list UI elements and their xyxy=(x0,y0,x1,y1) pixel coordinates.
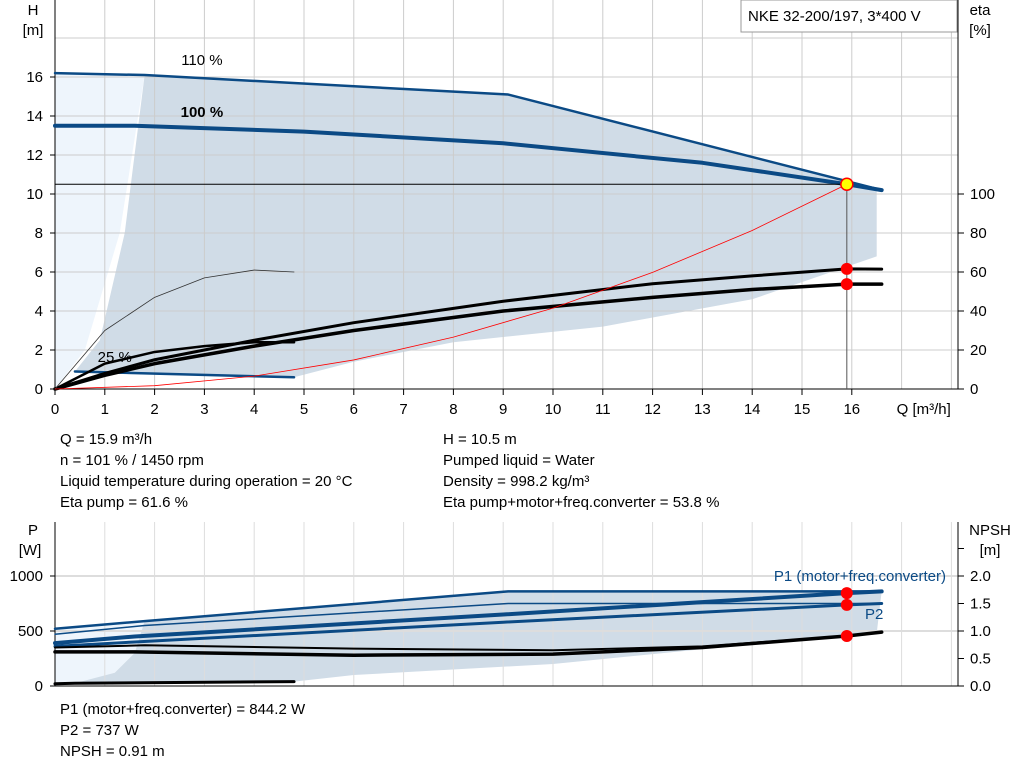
y-axis-label-power: P xyxy=(28,522,38,539)
label-25: 25 % xyxy=(98,349,132,366)
x-tick-label: 13 xyxy=(694,401,711,418)
y2-tick-label: 40 xyxy=(970,303,987,320)
p2-point xyxy=(840,598,853,611)
p1-curve-110 xyxy=(53,590,883,631)
info-temperature: Liquid temperature during operation = 20… xyxy=(60,473,353,490)
y-tick-label-power: 500 xyxy=(18,623,43,640)
y-tick-label: 4 xyxy=(35,303,43,320)
y2-tick-label: 100 xyxy=(970,186,995,203)
eta-total-point xyxy=(840,278,853,291)
info-bottom: P1 (motor+freq.converter) = 844.2 W P2 =… xyxy=(60,699,305,762)
low-flow-region xyxy=(55,73,145,389)
x-tick-label: 14 xyxy=(744,401,761,418)
p1-curve xyxy=(53,589,884,646)
y2-tick-label-power: 0.0 xyxy=(970,678,991,695)
p2-curve xyxy=(53,602,884,648)
info-liquid: Pumped liquid = Water xyxy=(443,452,595,469)
x-tick-label: 15 xyxy=(794,401,811,418)
y2-tick-label: 20 xyxy=(970,342,987,359)
eta-pump-curve xyxy=(53,267,884,391)
eta-curve-min xyxy=(54,269,295,390)
npsh-point xyxy=(840,629,853,642)
y-tick-label: 14 xyxy=(26,108,43,125)
system-curve xyxy=(54,183,848,390)
y2-axis-unit: [%] xyxy=(969,22,991,39)
info-left: Q = 15.9 m³/h n = 101 % / 1450 rpm Liqui… xyxy=(60,429,352,513)
x-tick-label: 6 xyxy=(350,401,358,418)
y-axis-unit-power: [W] xyxy=(19,542,42,559)
info-right: H = 10.5 m Pumped liquid = Water Density… xyxy=(443,429,719,513)
eta-total-curve xyxy=(53,282,884,391)
info-density: Density = 998.2 kg/m³ xyxy=(443,473,590,490)
x-tick-label: 9 xyxy=(499,401,507,418)
x-tick-label: 1 xyxy=(101,401,109,418)
power-curve-25 xyxy=(53,680,296,686)
x-tick-label: 12 xyxy=(644,401,661,418)
y2-tick-label-power: 2.0 xyxy=(970,568,991,585)
x-axis-label: Q [m³/h] xyxy=(897,401,951,418)
y-axis-unit: [m] xyxy=(23,22,44,39)
x-tick-label: 16 xyxy=(843,401,860,418)
y-tick-label: 8 xyxy=(35,225,43,242)
y2-tick-label-power: 1.0 xyxy=(970,623,991,640)
y-tick-label: 10 xyxy=(26,186,43,203)
chart-title: NKE 32-200/197, 3*400 V xyxy=(748,8,921,25)
info-h: H = 10.5 m xyxy=(443,431,517,448)
y2-tick-label: 80 xyxy=(970,225,987,242)
x-tick-label: 2 xyxy=(150,401,158,418)
x-tick-label: 5 xyxy=(300,401,308,418)
y-tick-label-power: 1000 xyxy=(10,568,43,585)
y2-axis-label-power: NPSH xyxy=(969,522,1011,539)
y2-axis-label: eta xyxy=(970,2,992,19)
title-box xyxy=(740,0,958,33)
x-tick-label: 10 xyxy=(545,401,562,418)
x-tick-label: 0 xyxy=(51,401,59,418)
operating-range-region xyxy=(74,75,882,378)
eta-pump-point xyxy=(840,262,853,275)
y2-tick-label-power: 1.5 xyxy=(970,596,991,613)
p1-label: P1 (motor+freq.converter) xyxy=(774,568,946,585)
eta-curve-25 xyxy=(53,340,296,391)
y-tick-label: 6 xyxy=(35,264,43,281)
y-tick-label: 0 xyxy=(35,381,43,398)
x-tick-label: 11 xyxy=(595,401,611,418)
y-tick-label: 12 xyxy=(26,147,43,164)
y-tick-label: 2 xyxy=(35,342,43,359)
y2-tick-label-power: 0.5 xyxy=(970,651,991,668)
y-tick-label-power: 0 xyxy=(35,678,43,695)
info-npsh: NPSH = 0.91 m xyxy=(60,743,165,760)
info-eta-pump: Eta pump = 61.6 % xyxy=(60,494,188,511)
y2-tick-label: 0 xyxy=(970,381,978,398)
info-p1: P1 (motor+freq.converter) = 844.2 W xyxy=(60,701,306,718)
p2-label: P2 xyxy=(865,606,883,623)
head-curve-110 xyxy=(53,71,883,192)
y-tick-label: 16 xyxy=(26,69,43,86)
y2-axis-unit-power: [m] xyxy=(980,542,1001,559)
p1-point xyxy=(840,587,853,600)
x-tick-label: 4 xyxy=(250,401,258,418)
x-tick-label: 7 xyxy=(399,401,407,418)
info-speed: n = 101 % / 1450 rpm xyxy=(60,452,204,469)
duty-point xyxy=(840,177,854,191)
label-100: 100 % xyxy=(181,104,224,121)
info-eta-total: Eta pump+motor+freq.converter = 53.8 % xyxy=(443,494,720,511)
info-p2: P2 = 737 W xyxy=(60,722,139,739)
x-tick-label: 3 xyxy=(200,401,208,418)
p2-curve-110 xyxy=(54,602,883,636)
y-axis-label: H xyxy=(28,2,39,19)
x-tick-label: 8 xyxy=(449,401,457,418)
label-110: 110 % xyxy=(181,52,222,69)
info-q: Q = 15.9 m³/h xyxy=(60,431,153,448)
y2-tick-label: 60 xyxy=(970,264,987,281)
